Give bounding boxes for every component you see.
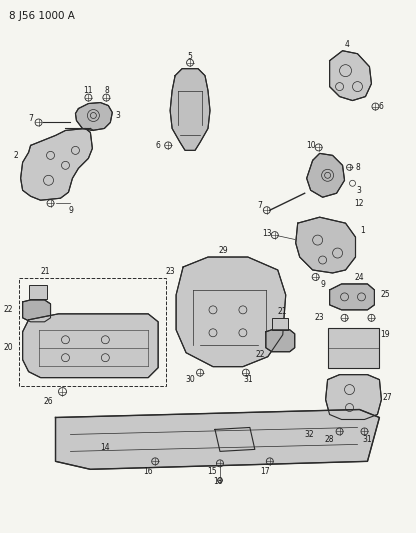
Text: 6: 6 xyxy=(156,141,161,150)
Text: 26: 26 xyxy=(44,397,53,406)
Text: 31: 31 xyxy=(243,375,253,384)
Text: 22: 22 xyxy=(255,350,265,359)
Text: 23: 23 xyxy=(315,313,324,322)
Bar xyxy=(327,328,379,368)
Text: 3: 3 xyxy=(116,111,121,120)
Text: 19: 19 xyxy=(381,330,390,340)
Polygon shape xyxy=(329,284,374,310)
Polygon shape xyxy=(170,69,210,150)
Text: 25: 25 xyxy=(381,290,390,300)
Text: 22: 22 xyxy=(4,305,13,314)
Text: 24: 24 xyxy=(355,273,364,282)
Text: 7: 7 xyxy=(258,201,262,209)
Text: 4: 4 xyxy=(345,41,350,49)
Polygon shape xyxy=(266,330,295,352)
Text: 12: 12 xyxy=(354,199,363,208)
Text: 20: 20 xyxy=(4,343,13,352)
Text: 5: 5 xyxy=(188,52,193,61)
Text: 7: 7 xyxy=(28,114,33,123)
Text: 21: 21 xyxy=(277,308,287,317)
Text: 9: 9 xyxy=(68,206,73,215)
Text: 30: 30 xyxy=(185,375,195,384)
Text: 17: 17 xyxy=(260,467,270,476)
Text: 9: 9 xyxy=(320,280,325,289)
Text: 8: 8 xyxy=(355,163,360,172)
Text: 13: 13 xyxy=(262,229,272,238)
Text: 2: 2 xyxy=(13,151,18,160)
Text: 3: 3 xyxy=(356,186,361,195)
Text: 6: 6 xyxy=(379,102,384,111)
Polygon shape xyxy=(21,128,92,200)
Text: 8: 8 xyxy=(105,86,110,95)
Text: 14: 14 xyxy=(101,443,110,452)
Text: 10: 10 xyxy=(306,141,315,150)
Polygon shape xyxy=(176,257,286,367)
Text: 8 J56 1000 A: 8 J56 1000 A xyxy=(9,11,74,21)
Text: 11: 11 xyxy=(84,86,93,95)
Polygon shape xyxy=(296,217,356,273)
Text: 15: 15 xyxy=(207,467,217,476)
Polygon shape xyxy=(329,51,371,101)
Text: 16: 16 xyxy=(144,467,153,476)
Text: 32: 32 xyxy=(305,430,314,439)
Polygon shape xyxy=(22,314,158,377)
Bar xyxy=(19,278,166,385)
Text: 27: 27 xyxy=(383,393,392,402)
Bar xyxy=(29,285,47,299)
Text: 1: 1 xyxy=(360,225,365,235)
Text: 23: 23 xyxy=(165,268,175,277)
Text: 28: 28 xyxy=(325,435,334,444)
Polygon shape xyxy=(75,102,112,131)
Text: 18: 18 xyxy=(213,477,223,486)
Text: 21: 21 xyxy=(41,268,50,277)
Polygon shape xyxy=(307,154,344,197)
Polygon shape xyxy=(326,375,381,419)
Polygon shape xyxy=(55,409,379,470)
Text: 29: 29 xyxy=(218,246,228,255)
Bar xyxy=(272,318,288,330)
Text: 31: 31 xyxy=(363,435,372,444)
Polygon shape xyxy=(22,300,50,322)
